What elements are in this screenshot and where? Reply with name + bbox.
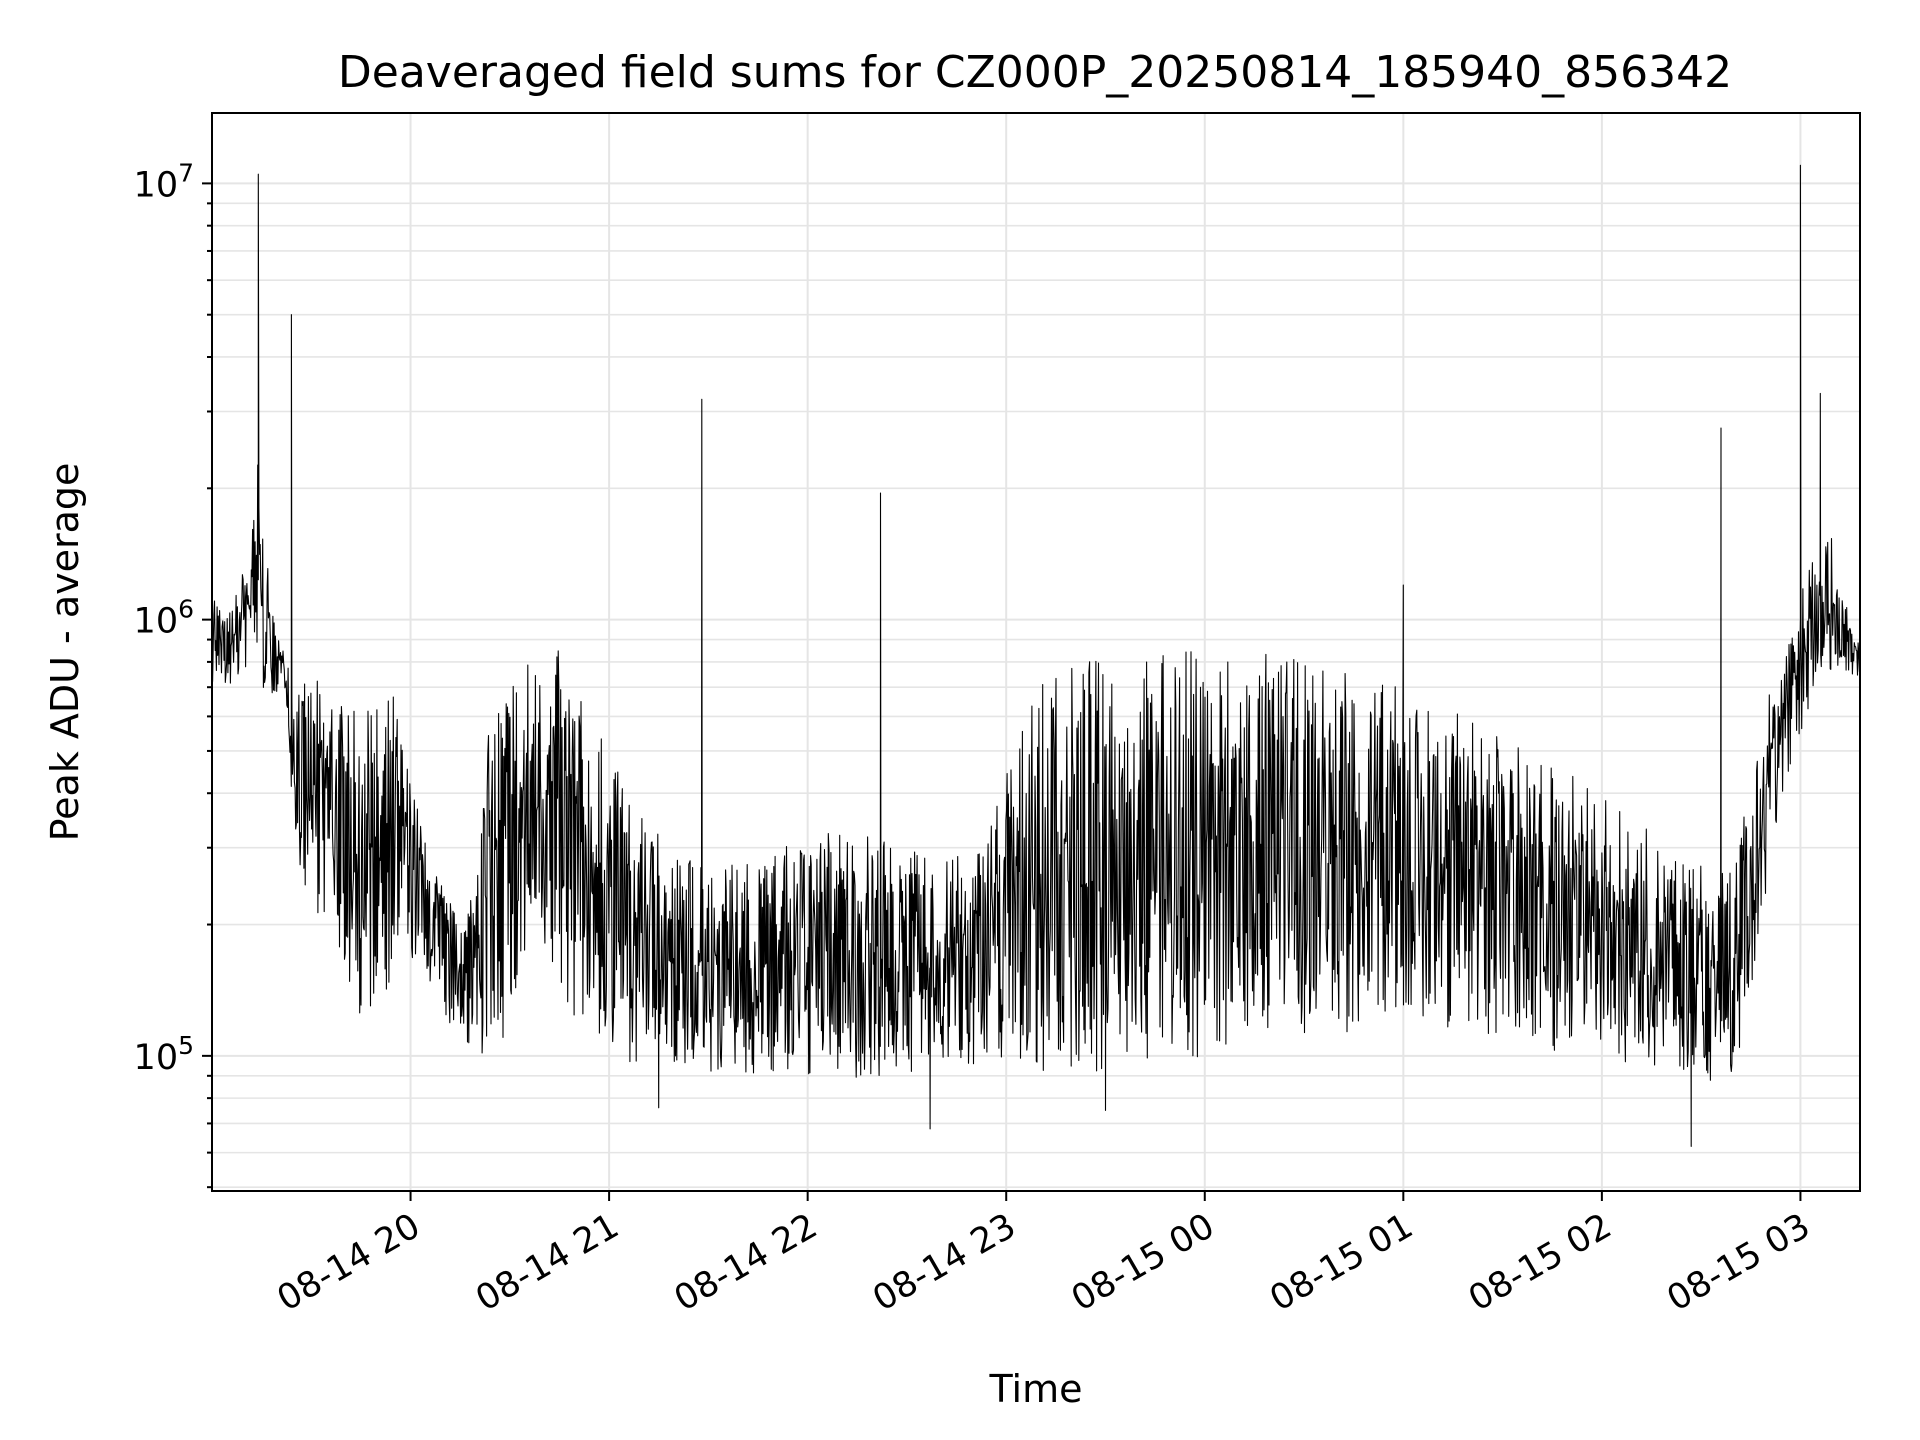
y-axis: 105 106 107 [134, 158, 212, 1189]
series-line [211, 164, 1861, 1147]
y-axis-label: Peak ADU - average [43, 463, 87, 842]
y-tick-label: 105 [134, 1031, 194, 1078]
data-series [211, 164, 1861, 1147]
x-axis-label: Time [989, 1367, 1083, 1411]
y-tick-label: 106 [134, 595, 194, 642]
plot-area [211, 112, 1861, 1192]
y-tick-label: 107 [134, 158, 194, 205]
plot-frame [211, 112, 1861, 1192]
chart-title: Deaveraged field sums for CZ000P_2025081… [338, 47, 1732, 98]
